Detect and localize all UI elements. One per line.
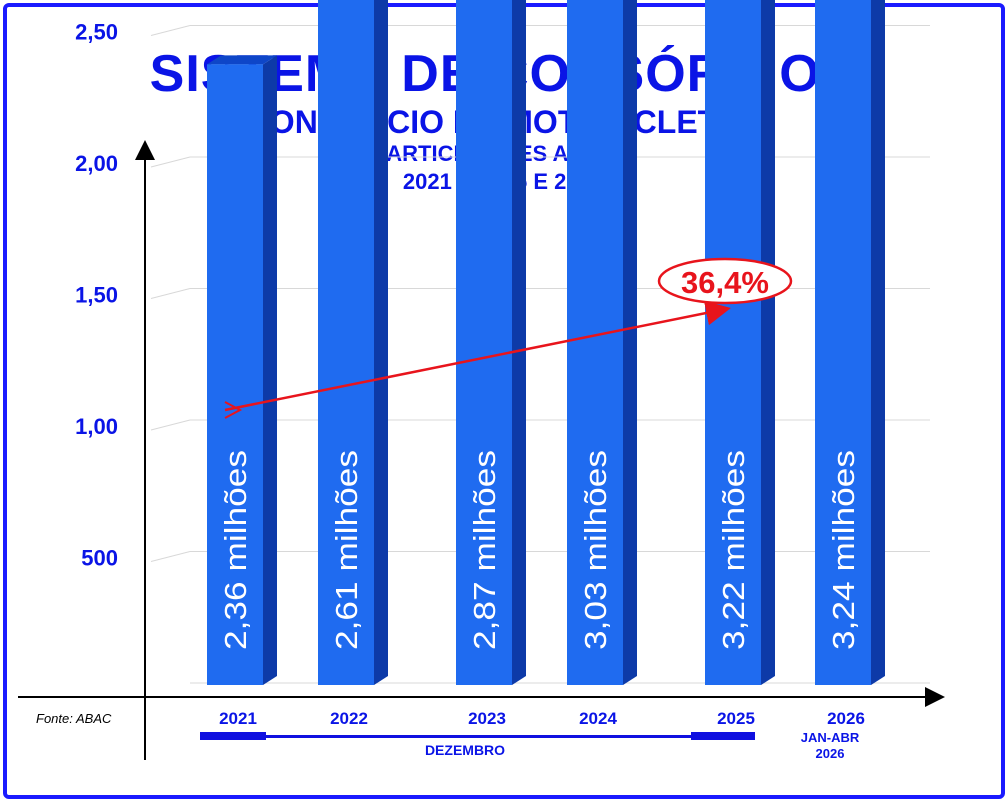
bar-side [512, 0, 526, 685]
period-bar-line [266, 735, 691, 738]
bar [567, 0, 623, 686]
bar-top [207, 55, 277, 65]
period-label-dezembro: DEZEMBRO [424, 742, 506, 758]
y-tick-label: 500 [81, 546, 118, 571]
period-label-jan-abr: JAN-ABR [800, 730, 860, 745]
bar-side [623, 0, 637, 685]
bar-value-label: 2,87 milhões [467, 450, 502, 650]
bar-side [761, 0, 775, 685]
growth-arrow-tail [224, 401, 243, 419]
period-bar-start [200, 732, 266, 740]
bar [456, 0, 512, 685]
x-tick-label: 2021 [219, 709, 257, 728]
grid-line-diag [150, 25, 191, 36]
growth-annotation-oval [657, 257, 793, 305]
grid-line-diag [150, 551, 191, 562]
bar-value-label: 3,03 milhões [578, 450, 613, 650]
bar-value-label: 2,61 milhões [329, 450, 364, 650]
x-tick-label: 2022 [330, 709, 368, 728]
source-note: Fonte: ABAC [36, 711, 112, 726]
bar [318, 0, 374, 685]
period-bar-end [691, 732, 755, 740]
grid-line-diag [150, 288, 191, 299]
y-tick-label: 1,50 [75, 283, 118, 308]
x-tick-label: 2025 [717, 709, 755, 728]
y-tick-label: 2,00 [75, 151, 118, 176]
bar-value-label: 2,36 milhões [218, 450, 253, 650]
bar-value-label: 3,24 milhões [826, 450, 861, 650]
y-tick-label: 1,00 [75, 414, 118, 439]
bar-side [374, 0, 388, 685]
bar [705, 0, 761, 685]
bar-side [263, 55, 277, 685]
grid-line-diag [150, 156, 191, 168]
x-tick-label: 2026 [827, 709, 865, 728]
bar [207, 64, 263, 685]
bar-value-label: 3,22 milhões [716, 450, 751, 650]
growth-arrow [224, 300, 731, 412]
bar [815, 0, 871, 685]
period-label-jan-abr-year: 2026 [815, 746, 845, 761]
growth-annotation: 36,4% [681, 265, 769, 300]
x-tick-label: 2024 [579, 709, 617, 728]
x-tick-label: 2023 [468, 709, 506, 728]
bar-side [871, 0, 885, 685]
grid-line-diag [150, 419, 191, 431]
y-tick-label: 2,50 [75, 20, 118, 45]
